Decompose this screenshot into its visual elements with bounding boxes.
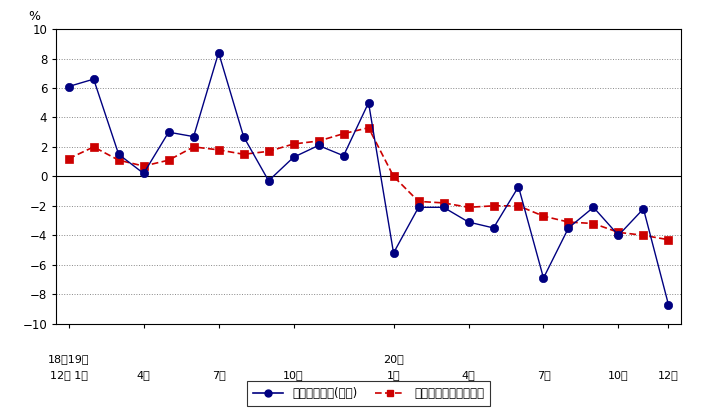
Text: 7月: 7月 bbox=[536, 369, 550, 380]
Legend: 現金給与総額(名目), きまって支給する給与: 現金給与総額(名目), きまって支給する給与 bbox=[247, 381, 490, 406]
Text: 4月: 4月 bbox=[137, 369, 150, 380]
現金給与総額(名目) bbox=[289, 155, 298, 160]
きまって支給する給与 bbox=[289, 142, 298, 146]
きまって支給する給与 bbox=[265, 149, 273, 154]
きまって支給する給与 bbox=[464, 205, 472, 210]
Text: 10月: 10月 bbox=[608, 369, 629, 380]
Text: 7月: 7月 bbox=[212, 369, 225, 380]
きまって支給する給与 bbox=[539, 214, 548, 219]
Text: 1月: 1月 bbox=[387, 369, 400, 380]
きまって支給する給与 bbox=[640, 233, 648, 238]
きまって支給する給与 bbox=[564, 220, 573, 225]
きまって支給する給与 bbox=[314, 139, 323, 144]
きまって支給する給与 bbox=[439, 200, 448, 205]
きまって支給する給与 bbox=[239, 152, 248, 157]
きまって支給する給与 bbox=[390, 174, 398, 179]
現金給与総額(名目) bbox=[314, 143, 323, 148]
現金給与総額(名目) bbox=[265, 178, 273, 183]
Text: 12月: 12月 bbox=[658, 369, 679, 380]
現金給与総額(名目) bbox=[489, 225, 498, 230]
きまって支給する給与 bbox=[664, 237, 673, 242]
きまって支給する給与 bbox=[364, 125, 373, 130]
現金給与総額(名目) bbox=[164, 130, 173, 135]
きまって支給する給与 bbox=[614, 230, 623, 235]
現金給与総額(名目) bbox=[190, 134, 198, 139]
現金給与総額(名目) bbox=[539, 276, 548, 281]
きまって支給する給与 bbox=[89, 144, 98, 149]
Text: %: % bbox=[28, 10, 40, 23]
きまって支給する給与 bbox=[515, 203, 523, 208]
きまって支給する給与 bbox=[489, 203, 498, 208]
きまって支給する給与 bbox=[65, 156, 73, 161]
Text: 4月: 4月 bbox=[462, 369, 475, 380]
現金給与総額(名目) bbox=[140, 171, 148, 176]
現金給与総額(名目) bbox=[239, 134, 248, 139]
きまって支給する給与 bbox=[114, 158, 123, 163]
現金給与総額(名目) bbox=[515, 184, 523, 189]
現金給与総額(名目) bbox=[614, 233, 623, 238]
現金給与総額(名目) bbox=[214, 50, 223, 55]
現金給与総額(名目) bbox=[339, 153, 347, 158]
Line: 現金給与総額(名目): 現金給与総額(名目) bbox=[65, 49, 673, 309]
きまって支給する給与 bbox=[339, 131, 347, 136]
現金給与総額(名目) bbox=[414, 205, 423, 210]
現金給与総額(名目) bbox=[114, 152, 123, 157]
現金給与総額(名目) bbox=[464, 220, 472, 225]
現金給与総額(名目) bbox=[439, 205, 448, 210]
きまって支給する給与 bbox=[190, 144, 198, 149]
Text: 10月: 10月 bbox=[284, 369, 304, 380]
きまって支給する給与 bbox=[164, 158, 173, 163]
現金給与総額(名目) bbox=[564, 225, 573, 230]
きまって支給する給与 bbox=[140, 164, 148, 168]
現金給与総額(名目) bbox=[589, 205, 597, 210]
現金給与総額(名目) bbox=[390, 251, 398, 256]
きまって支給する給与 bbox=[589, 221, 597, 226]
Text: 18年19年: 18年19年 bbox=[48, 354, 89, 364]
きまって支給する給与 bbox=[414, 199, 423, 204]
現金給与総額(名目) bbox=[640, 206, 648, 211]
Line: きまって支給する給与: きまって支給する給与 bbox=[65, 124, 673, 244]
Text: 20年: 20年 bbox=[383, 354, 404, 364]
Text: 12月 1月: 12月 1月 bbox=[50, 369, 88, 380]
きまって支給する給与 bbox=[214, 147, 223, 152]
現金給与総額(名目) bbox=[664, 302, 673, 307]
現金給与総額(名目) bbox=[364, 100, 373, 105]
現金給与総額(名目) bbox=[65, 84, 73, 89]
現金給与総額(名目) bbox=[89, 77, 98, 82]
